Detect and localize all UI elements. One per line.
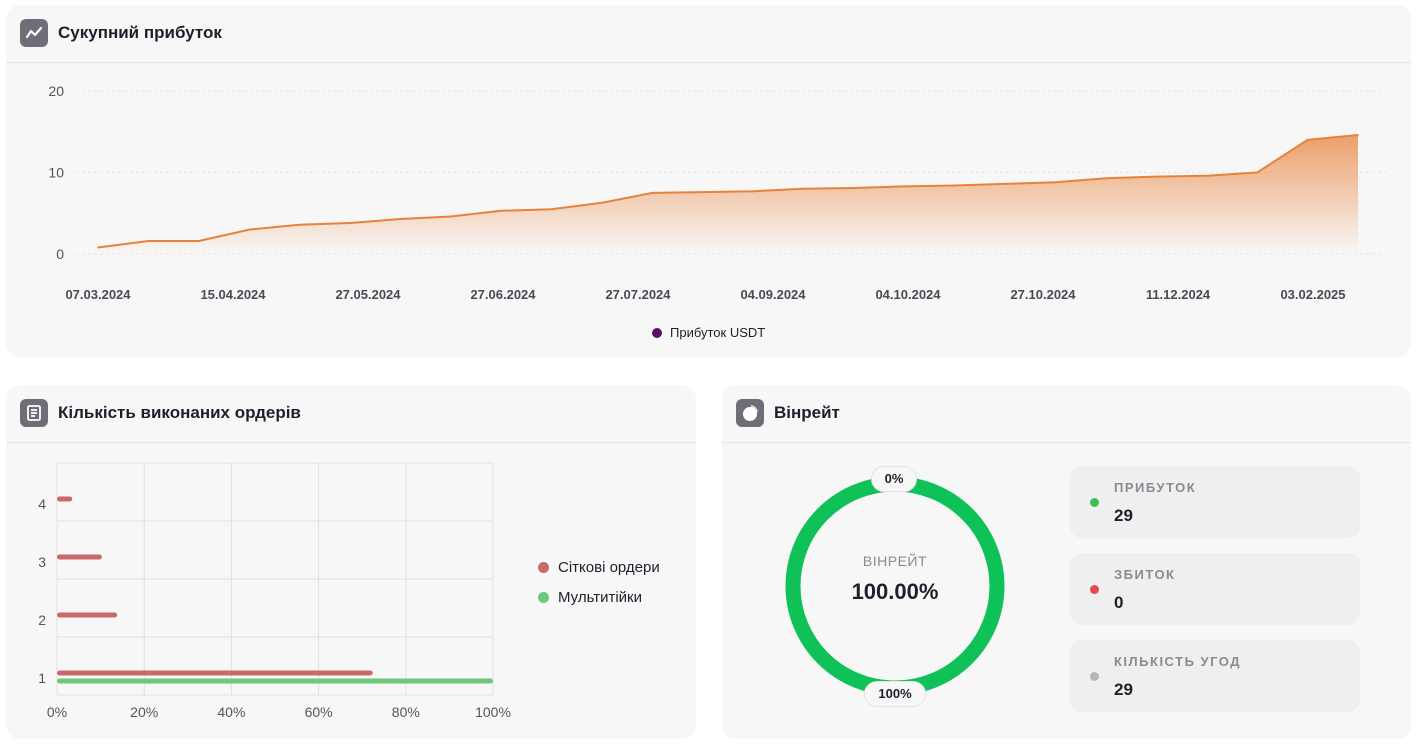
x-tick-label: 27.05.2024 bbox=[335, 287, 401, 302]
bar bbox=[57, 554, 102, 560]
data-point bbox=[500, 210, 503, 212]
profit-line bbox=[97, 134, 1359, 249]
winrate-bottom-label: 100% bbox=[864, 681, 926, 707]
data-point bbox=[1155, 175, 1158, 178]
orders-card-header: Кількість виконаних ордерів bbox=[6, 385, 696, 443]
data-point bbox=[752, 190, 754, 193]
data-point bbox=[954, 184, 956, 187]
winrate-card: Вінрейт ВІНРЕЙТ 100.00% 0% 100% ПРИБУТОК… bbox=[722, 385, 1411, 739]
data-point bbox=[1054, 181, 1057, 184]
orders-legend: Сіткові ордери Мультитійки bbox=[538, 558, 660, 618]
bar bbox=[57, 496, 73, 502]
legend-label: Мультитійки bbox=[558, 588, 643, 606]
data-point bbox=[349, 222, 351, 224]
data-point bbox=[903, 185, 906, 188]
profit-card-title: Сукупний прибуток bbox=[58, 23, 222, 42]
y-tick-label: 2 bbox=[38, 612, 46, 628]
data-point bbox=[1306, 139, 1309, 141]
x-tick-label: 03.02.2025 bbox=[1280, 287, 1345, 302]
x-tick-label: 04.10.2024 bbox=[875, 287, 941, 302]
data-point bbox=[1206, 174, 1208, 177]
profit-line-chart: 0 10 20 07.03.2024 15.04.2024 27.05.2024 27.0… bbox=[48, 83, 1386, 302]
data-point bbox=[298, 223, 301, 226]
x-tick-label: 20% bbox=[130, 704, 158, 720]
bar-list-icon bbox=[20, 399, 48, 427]
orders-card: Кількість виконаних ордерів 4 3 2 1 0% 20% 40… bbox=[6, 385, 696, 739]
data-point bbox=[450, 215, 452, 218]
x-tick-label: 80% bbox=[392, 704, 420, 720]
bar bbox=[57, 678, 493, 684]
data-point bbox=[399, 218, 402, 220]
data-point bbox=[853, 187, 855, 189]
legend-dot bbox=[652, 327, 662, 338]
y-tick-label: 1 bbox=[38, 670, 46, 686]
y-tick-label: 0 bbox=[56, 246, 64, 262]
stat-trades: КІЛЬКІСТЬ УГОД 29 bbox=[1070, 640, 1360, 712]
y-tick-label: 3 bbox=[38, 554, 46, 570]
data-point bbox=[601, 201, 603, 204]
winrate-card-title: Вінрейт bbox=[774, 403, 840, 422]
data-point bbox=[802, 188, 805, 190]
data-point bbox=[550, 208, 553, 210]
legend-label: Прибуток USDT bbox=[670, 325, 766, 340]
x-tick-label: 15.04.2024 bbox=[200, 287, 266, 302]
winrate-top-label: 0% bbox=[871, 466, 917, 492]
data-point bbox=[651, 192, 654, 194]
y-tick-label: 4 bbox=[38, 496, 46, 512]
x-tick-label: 27.10.2024 bbox=[1010, 287, 1076, 302]
pie-chart-icon bbox=[736, 399, 764, 427]
x-tick-label: 27.07.2024 bbox=[605, 287, 671, 302]
x-tick-label: 60% bbox=[305, 704, 333, 720]
stat-trades-label: КІЛЬКІСТЬ УГОД bbox=[1114, 654, 1242, 669]
stat-profit: ПРИБУТОК 29 bbox=[1070, 466, 1360, 538]
stat-trades-dot bbox=[1090, 672, 1099, 681]
data-point bbox=[1357, 134, 1359, 136]
data-point bbox=[198, 240, 200, 242]
data-point bbox=[248, 228, 250, 231]
profit-card-header: Сукупний прибуток bbox=[6, 5, 1411, 63]
stat-loss: ЗБИТОК 0 bbox=[1070, 553, 1360, 625]
x-tick-label: 100% bbox=[475, 704, 511, 720]
stat-profit-dot bbox=[1090, 498, 1099, 507]
legend-label: Сіткові ордери bbox=[558, 558, 660, 576]
data-point bbox=[702, 191, 704, 193]
x-tick-label: 40% bbox=[217, 704, 245, 720]
stat-profit-label: ПРИБУТОК bbox=[1114, 480, 1197, 495]
data-point bbox=[1105, 177, 1107, 180]
profit-area bbox=[98, 135, 1358, 254]
data-point bbox=[1004, 183, 1006, 185]
legend-dot bbox=[538, 561, 549, 573]
legend-item[interactable]: Мультитійки bbox=[538, 588, 660, 606]
profit-card: Сукупний прибуток 0 10 20 07.03.2024 15.04.… bbox=[6, 5, 1411, 357]
x-tick-label: 27.06.2024 bbox=[470, 287, 536, 302]
x-tick-label: 04.09.2024 bbox=[740, 287, 806, 302]
profit-legend[interactable]: Прибуток USDT bbox=[652, 325, 765, 340]
stat-profit-value: 29 bbox=[1114, 506, 1133, 525]
stat-loss-label: ЗБИТОК bbox=[1114, 567, 1176, 582]
x-tick-label: 11.12.2024 bbox=[1146, 287, 1211, 302]
data-point bbox=[1256, 171, 1258, 174]
data-point bbox=[97, 246, 99, 249]
data-point bbox=[147, 240, 150, 242]
orders-bar-chart: 4 3 2 1 0% 20% 40% 60% 80% 100% bbox=[38, 462, 511, 720]
stat-loss-dot bbox=[1090, 585, 1099, 594]
trend-line-icon bbox=[20, 19, 48, 47]
stat-trades-value: 29 bbox=[1114, 680, 1133, 699]
orders-card-title: Кількість виконаних ордерів bbox=[58, 403, 301, 422]
winrate-center-label: ВІНРЕЙТ bbox=[862, 553, 928, 569]
y-tick-label: 20 bbox=[48, 83, 64, 99]
y-tick-label: 10 bbox=[48, 165, 64, 181]
legend-item[interactable]: Сіткові ордери bbox=[538, 558, 660, 576]
winrate-card-header: Вінрейт bbox=[722, 385, 1411, 443]
stat-loss-value: 0 bbox=[1114, 593, 1124, 612]
bar bbox=[57, 612, 118, 618]
winrate-center-value: 100.00% bbox=[851, 579, 939, 604]
x-tick-label: 07.03.2024 bbox=[65, 287, 131, 302]
bar bbox=[57, 670, 373, 676]
x-tick-label: 0% bbox=[47, 704, 67, 720]
legend-dot bbox=[538, 591, 549, 603]
